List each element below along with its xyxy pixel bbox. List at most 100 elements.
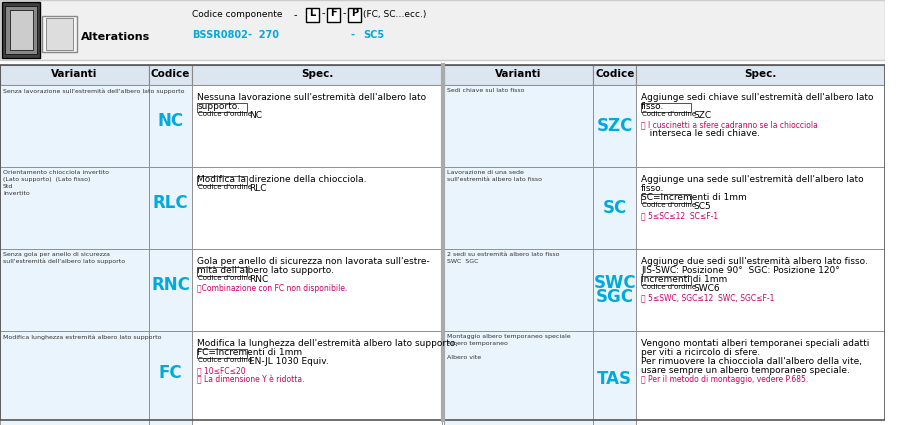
Text: Varianti: Varianti	[52, 69, 98, 79]
Text: Modifica la direzione della chiocciola.: Modifica la direzione della chiocciola.	[197, 175, 367, 184]
Text: Codice d'ordine: Codice d'ordine	[642, 202, 696, 208]
Text: (FC, SC…ecc.): (FC, SC…ecc.)	[364, 10, 426, 19]
Text: ⓘ I cuscinetti a sfere cadranno se la chiocciola: ⓘ I cuscinetti a sfere cadranno se la ch…	[641, 120, 818, 129]
Bar	[348, 8, 361, 22]
Text: ⓘ 5≤SC≤12  SC≤F-1: ⓘ 5≤SC≤12 SC≤F-1	[641, 211, 718, 220]
Text: (Lato supporto)  (Lato fisso): (Lato supporto) (Lato fisso)	[3, 177, 90, 182]
Text: Lavorazione di una sede: Lavorazione di una sede	[447, 170, 524, 175]
Text: Aggiunge una sede sull'estremità dell'albero lato: Aggiunge una sede sull'estremità dell'al…	[641, 175, 864, 184]
Text: SWC: SWC	[593, 274, 636, 292]
Bar	[641, 103, 691, 112]
Text: SZC: SZC	[597, 117, 633, 135]
Text: SC5: SC5	[364, 30, 384, 40]
Text: NC: NC	[249, 111, 262, 120]
Bar	[306, 8, 320, 22]
Text: SC=Incrementi di 1mm: SC=Incrementi di 1mm	[641, 193, 747, 202]
Bar	[0, 167, 149, 249]
Bar	[9, 10, 32, 50]
Bar	[0, 65, 149, 85]
Text: per viti a ricircolo di sfere.: per viti a ricircolo di sfere.	[641, 348, 761, 357]
Text: Codice d'ordine: Codice d'ordine	[198, 111, 252, 117]
Bar	[149, 65, 192, 85]
Text: Senza lavorazione sull'estremità dell'albero lato supporto: Senza lavorazione sull'estremità dell'al…	[3, 88, 184, 94]
Text: Per rimuovere la chiocciola dall'albero della vite,: Per rimuovere la chiocciola dall'albero …	[641, 357, 862, 366]
Text: SWC  SGC: SWC SGC	[447, 259, 479, 264]
Text: RNC: RNC	[249, 275, 268, 284]
Text: Codice d'ordine: Codice d'ordine	[642, 111, 696, 117]
Bar	[197, 267, 247, 276]
Text: fisso.: fisso.	[641, 184, 665, 193]
Text: Invertito: Invertito	[3, 191, 29, 196]
Bar	[192, 65, 442, 85]
Text: interseca le sedi chiave.: interseca le sedi chiave.	[641, 129, 760, 138]
Text: usare sempre un albero temporaneo speciale.: usare sempre un albero temporaneo specia…	[641, 366, 850, 375]
Text: 2 sedi su estremità albero lato fisso: 2 sedi su estremità albero lato fisso	[447, 252, 559, 257]
Bar	[0, 0, 885, 60]
Bar	[5, 6, 38, 54]
Text: ⓘ Per il metodo di montaggio, vedere P.685.: ⓘ Per il metodo di montaggio, vedere P.6…	[641, 375, 809, 384]
Text: Spec.: Spec.	[745, 69, 777, 79]
Bar	[593, 85, 636, 167]
Text: EN-JL 1030 Equiv.: EN-JL 1030 Equiv.	[249, 357, 329, 366]
Text: ⓘ La dimensione Y è ridotta.: ⓘ La dimensione Y è ridotta.	[197, 375, 305, 384]
Bar	[593, 331, 636, 425]
Text: Sedi chiave sul lato fisso: Sedi chiave sul lato fisso	[447, 88, 524, 93]
Text: -  270: - 270	[248, 30, 279, 40]
Text: Albero vite: Albero vite	[447, 355, 481, 360]
Text: SWC6: SWC6	[694, 284, 719, 293]
Bar	[197, 103, 247, 112]
Bar	[0, 331, 149, 425]
Text: supporto.: supporto.	[197, 102, 240, 111]
Text: sull'estremità dell'albero lato supporto: sull'estremità dell'albero lato supporto	[3, 259, 125, 264]
Text: Incrementi di 1mm: Incrementi di 1mm	[641, 275, 728, 284]
Text: -: -	[293, 10, 297, 20]
Text: Codice: Codice	[595, 69, 635, 79]
Text: Aggiunge due sedi sull'estremità albero lato fisso.: Aggiunge due sedi sull'estremità albero …	[641, 257, 869, 266]
Text: Varianti: Varianti	[495, 69, 542, 79]
Text: RNC: RNC	[151, 276, 190, 294]
Text: -: -	[351, 30, 355, 40]
Bar	[46, 18, 73, 50]
Bar	[197, 176, 247, 185]
Text: Spec.: Spec.	[301, 69, 333, 79]
Bar	[636, 65, 885, 85]
Text: mità dell'albero lato supporto.: mità dell'albero lato supporto.	[197, 266, 334, 275]
Text: Codice d'ordine: Codice d'ordine	[642, 284, 696, 290]
Text: Codice: Codice	[151, 69, 191, 79]
Bar	[149, 85, 192, 167]
Bar	[2, 2, 41, 58]
Text: Alterations: Alterations	[81, 32, 150, 42]
Text: Nessuna lavorazione sull'estremità dell'albero lato: Nessuna lavorazione sull'estremità dell'…	[197, 93, 426, 102]
Bar	[444, 65, 593, 85]
Bar	[444, 167, 593, 249]
Bar	[641, 194, 691, 203]
Bar	[149, 167, 192, 249]
Bar	[636, 249, 885, 331]
Text: -: -	[321, 8, 324, 18]
Bar	[192, 167, 442, 249]
Text: ⓘCombinazione con FC non disponibile.: ⓘCombinazione con FC non disponibile.	[197, 284, 347, 293]
Bar	[593, 167, 636, 249]
Bar	[149, 331, 192, 425]
Text: SGC: SGC	[596, 288, 634, 306]
Bar	[593, 65, 636, 85]
Bar	[641, 276, 691, 285]
Bar	[0, 85, 149, 167]
Bar	[636, 331, 885, 425]
Bar	[636, 85, 885, 167]
Text: -: -	[343, 8, 345, 18]
Bar	[444, 65, 885, 420]
Text: sull'estremità albero lato fisso: sull'estremità albero lato fisso	[447, 177, 542, 182]
Text: Modifica la lunghezza dell'estremità albero lato supporto.: Modifica la lunghezza dell'estremità alb…	[197, 339, 458, 348]
Text: Codice d'ordine: Codice d'ordine	[198, 184, 252, 190]
Bar	[0, 249, 149, 331]
Text: Vengono montati alberi temporanei speciali adatti: Vengono montati alberi temporanei specia…	[641, 339, 869, 348]
Bar	[636, 167, 885, 249]
Text: Modifica lunghezza estremità albero lato supporto: Modifica lunghezza estremità albero lato…	[3, 334, 161, 340]
Text: L: L	[309, 8, 316, 18]
Text: JIS-SWC: Posizione 90°  SGC: Posizione 120°: JIS-SWC: Posizione 90° SGC: Posizione 12…	[641, 266, 840, 275]
Bar	[197, 349, 247, 358]
Text: fisso.: fisso.	[641, 102, 665, 111]
Text: Std: Std	[3, 184, 13, 189]
Text: RLC: RLC	[249, 184, 266, 193]
